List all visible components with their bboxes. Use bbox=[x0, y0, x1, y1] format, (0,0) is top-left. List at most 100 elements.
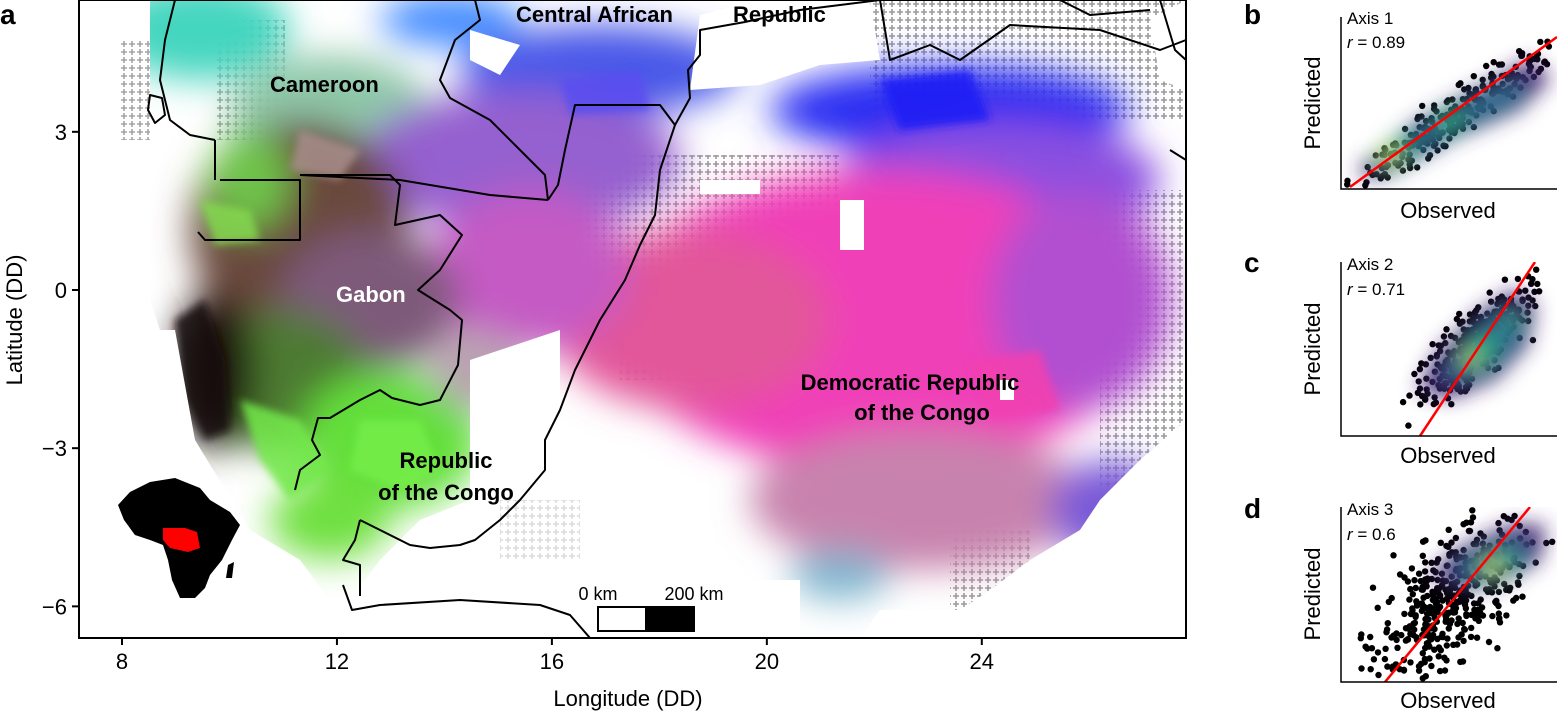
scatter-point bbox=[1466, 311, 1474, 318]
fit-line-d bbox=[1384, 507, 1531, 682]
scatter-point bbox=[1522, 287, 1529, 294]
scatter-point bbox=[1495, 588, 1503, 596]
scatter-point bbox=[1443, 98, 1451, 106]
scatter-point bbox=[1409, 607, 1416, 614]
scatter-point bbox=[1406, 623, 1414, 630]
scatter-point bbox=[1408, 565, 1416, 572]
blank-areas bbox=[79, 0, 1186, 638]
scatter-point bbox=[1469, 507, 1476, 514]
r-stat-d: r = 0.6 bbox=[1347, 525, 1396, 544]
map-frame bbox=[78, 0, 1187, 639]
scatter-b-plot bbox=[1344, 35, 1557, 189]
scatter-point bbox=[1436, 667, 1444, 675]
scatter-point bbox=[1537, 38, 1544, 46]
y-label-b: Predicted bbox=[1300, 57, 1325, 150]
panel-c: c Axis 2 r = 0.71 Observed Predicted bbox=[1244, 247, 1557, 468]
panel-letter-c: c bbox=[1244, 247, 1260, 278]
scatter-point bbox=[1470, 73, 1478, 80]
fit-line-c bbox=[1418, 262, 1537, 436]
scatter-point bbox=[1419, 650, 1427, 657]
scatter-point bbox=[1426, 655, 1433, 662]
scatter-point bbox=[1444, 635, 1451, 642]
scatter-point bbox=[1414, 164, 1421, 171]
scatter-point bbox=[1533, 266, 1540, 273]
fit-line-b bbox=[1349, 35, 1557, 189]
scatter-point bbox=[1501, 276, 1509, 283]
scatter-point bbox=[1448, 401, 1455, 408]
scale-bar-start-label: 0 km bbox=[578, 584, 617, 604]
scatter-point bbox=[1367, 666, 1374, 673]
scatter-point bbox=[1450, 609, 1457, 616]
scatter-point bbox=[1488, 589, 1496, 596]
scatter-point bbox=[1465, 527, 1473, 535]
scatter-point bbox=[1529, 336, 1537, 344]
scatter-point bbox=[1374, 649, 1382, 656]
map-axes: 8 12 16 20 24 3 0 −3 −6 bbox=[42, 120, 994, 674]
color-field bbox=[110, 0, 1170, 600]
scatter-point bbox=[1457, 658, 1464, 666]
axes-b bbox=[1340, 17, 1557, 190]
country-borders bbox=[147, 0, 1187, 639]
scatter-point bbox=[1382, 645, 1389, 652]
scatter-point bbox=[1412, 584, 1419, 592]
scatter-point bbox=[1384, 663, 1391, 670]
scatter-point bbox=[1358, 631, 1365, 638]
y-label-d: Predicted bbox=[1300, 548, 1325, 641]
scatter-point bbox=[1411, 626, 1418, 633]
scatter-point bbox=[1494, 645, 1501, 652]
scatter-point bbox=[1519, 593, 1526, 600]
x-label-c: Observed bbox=[1400, 443, 1495, 468]
scatter-point bbox=[1445, 625, 1453, 632]
scatter-point bbox=[1367, 633, 1374, 641]
scatter-point bbox=[1429, 341, 1436, 348]
scatter-point bbox=[1437, 342, 1445, 349]
scatter-point bbox=[1463, 612, 1470, 620]
scatter-point bbox=[1406, 596, 1413, 603]
scatter-point bbox=[1490, 59, 1497, 66]
scatter-point bbox=[1435, 653, 1442, 660]
scatter-point bbox=[1483, 62, 1490, 70]
madagascar-silhouette bbox=[226, 562, 234, 578]
scatter-point bbox=[1421, 568, 1429, 575]
panel-b: b Axis 1 r = 0.89 Observed Predicted bbox=[1244, 0, 1557, 223]
scatter-point bbox=[1461, 600, 1469, 607]
scatter-point bbox=[1487, 298, 1495, 305]
scatter-point bbox=[1411, 619, 1419, 627]
scatter-point bbox=[1390, 552, 1397, 559]
scatter-point bbox=[1407, 585, 1414, 593]
x-tick-label: 8 bbox=[116, 649, 128, 674]
scatter-point bbox=[1358, 665, 1365, 672]
scatter-point bbox=[1456, 310, 1463, 318]
scatter-point bbox=[1442, 618, 1449, 625]
panel-letter-b: b bbox=[1244, 0, 1261, 30]
axes-c bbox=[1340, 262, 1557, 437]
scatter-c-plot bbox=[1399, 262, 1543, 436]
scatter-point bbox=[1440, 333, 1448, 340]
scatter-point bbox=[1448, 617, 1455, 624]
scatter-point bbox=[1415, 663, 1423, 670]
scatter-point bbox=[1430, 611, 1438, 618]
scatter-point bbox=[1431, 102, 1438, 109]
scatter-point bbox=[1463, 519, 1470, 526]
scatter-point bbox=[1414, 600, 1421, 608]
scatter-point bbox=[1549, 538, 1556, 545]
label-central-african-a: Central African bbox=[516, 2, 673, 27]
scatter-point bbox=[1390, 632, 1397, 639]
scatter-point bbox=[1448, 539, 1455, 546]
scatter-point bbox=[1443, 542, 1450, 550]
scatter-point bbox=[1442, 143, 1449, 150]
scatter-point bbox=[1429, 596, 1437, 604]
scatter-point bbox=[1399, 167, 1407, 174]
map-raster bbox=[79, 0, 1186, 638]
scatter-point bbox=[1475, 600, 1482, 607]
scatter-point bbox=[1453, 315, 1461, 323]
scatter-point bbox=[1394, 644, 1401, 651]
scatter-point bbox=[1498, 61, 1506, 68]
x-tick-label: 20 bbox=[755, 649, 779, 674]
scatter-point bbox=[1436, 592, 1444, 599]
scatter-point bbox=[1409, 591, 1417, 598]
scatter-point bbox=[1414, 115, 1421, 123]
scatter-point bbox=[1529, 297, 1536, 304]
scatter-point bbox=[1415, 378, 1422, 385]
label-gabon: Gabon bbox=[336, 282, 406, 307]
